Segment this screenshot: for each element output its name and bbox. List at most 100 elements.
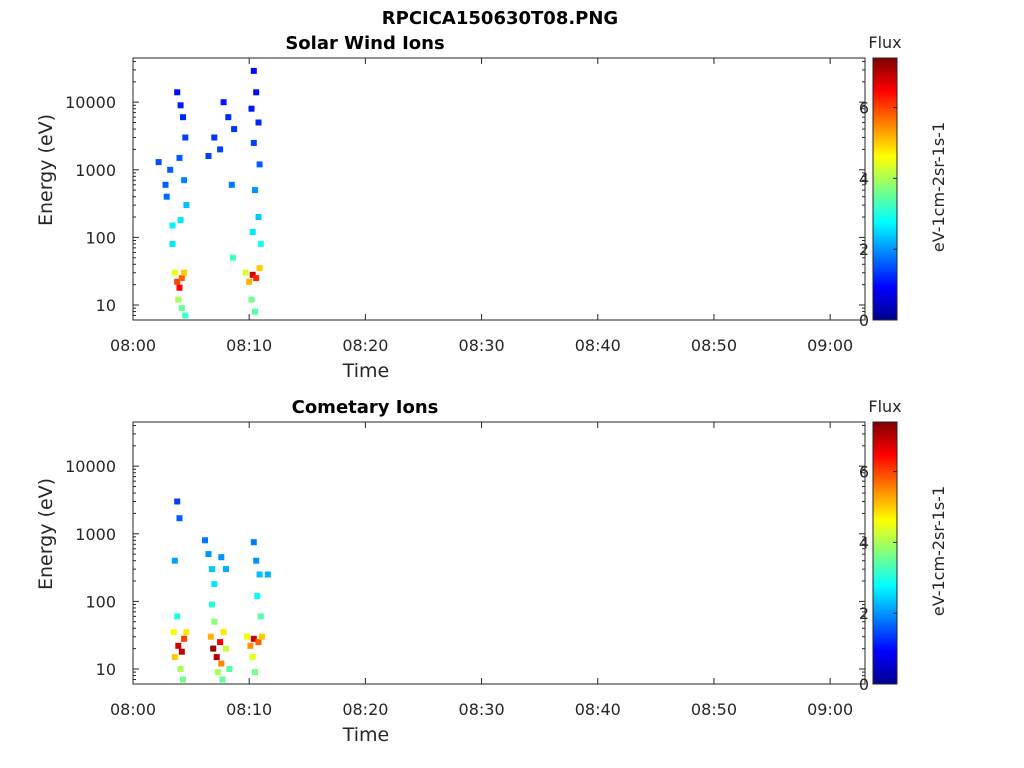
x-tick-label: 08:20 bbox=[342, 336, 388, 355]
data-cell bbox=[155, 159, 162, 166]
data-cell bbox=[174, 89, 181, 96]
data-cell bbox=[209, 601, 215, 608]
data-cell bbox=[223, 645, 229, 652]
data-cell bbox=[218, 660, 225, 667]
x-tick-label: 08:30 bbox=[459, 700, 505, 719]
data-cell bbox=[226, 666, 233, 672]
data-cell bbox=[205, 153, 212, 159]
colorbar-label: eV-1cm-2sr-1s-1 bbox=[929, 486, 948, 616]
data-cell bbox=[249, 229, 256, 235]
data-cell bbox=[177, 102, 184, 109]
data-cell bbox=[183, 202, 190, 209]
y-axis-title: Energy (eV) bbox=[35, 478, 57, 590]
data-cell bbox=[171, 557, 178, 564]
data-cell bbox=[220, 99, 227, 106]
data-cell bbox=[210, 645, 217, 652]
plot-area bbox=[132, 421, 866, 685]
data-cell bbox=[214, 669, 221, 676]
data-cell bbox=[174, 278, 181, 285]
data-cells bbox=[155, 67, 264, 319]
colorbar-tick-label: 0 bbox=[859, 311, 869, 330]
x-tick-label: 08:40 bbox=[575, 336, 621, 355]
data-cell bbox=[178, 275, 185, 282]
colorbar-tick-label: 6 bbox=[859, 463, 869, 482]
data-cell bbox=[255, 214, 262, 220]
x-tick-label: 08:10 bbox=[226, 336, 272, 355]
x-tick-label: 08:40 bbox=[575, 700, 621, 719]
colorbar-label: eV-1cm-2sr-1s-1 bbox=[929, 122, 948, 252]
x-tick-label: 08:50 bbox=[691, 336, 737, 355]
data-cell bbox=[162, 181, 169, 188]
panel-1: Solar Wind Ions 08:00 08:10 08:20 08:30 08:40… bbox=[35, 33, 948, 382]
y-axis-title: Energy (eV) bbox=[35, 114, 57, 226]
data-cell bbox=[248, 105, 255, 112]
data-cell bbox=[170, 629, 177, 636]
data-cell bbox=[178, 648, 185, 655]
x-tick-label: 08:10 bbox=[226, 700, 272, 719]
x-tick-label: 08:20 bbox=[342, 700, 388, 719]
y-tick-label: 10 bbox=[96, 660, 116, 679]
data-cell bbox=[177, 666, 184, 672]
data-cell bbox=[211, 134, 218, 141]
data-cell bbox=[182, 312, 189, 319]
colorbar-title: Flux bbox=[868, 397, 901, 416]
data-cell bbox=[211, 618, 218, 625]
data-cell bbox=[181, 635, 188, 642]
data-cell bbox=[211, 581, 218, 588]
x-tick-label: 09:00 bbox=[807, 336, 853, 355]
colorbar bbox=[872, 57, 898, 321]
data-cell bbox=[180, 114, 186, 121]
data-cell bbox=[182, 134, 189, 141]
data-cells bbox=[170, 498, 271, 683]
data-cell bbox=[252, 308, 258, 315]
panel-title: Cometary Ions bbox=[292, 397, 439, 418]
y-tick-label: 1000 bbox=[75, 161, 116, 180]
data-cell bbox=[219, 676, 226, 683]
data-cell bbox=[205, 551, 212, 558]
data-cell bbox=[176, 154, 183, 161]
data-cell bbox=[250, 635, 257, 642]
data-cell bbox=[213, 654, 220, 661]
data-cell bbox=[253, 275, 260, 282]
x-tick-label: 09:00 bbox=[807, 700, 853, 719]
data-cell bbox=[207, 633, 214, 640]
x-tick-label: 08:00 bbox=[110, 700, 156, 719]
data-cell bbox=[175, 296, 182, 303]
colorbar-tick-label: 4 bbox=[859, 169, 869, 188]
data-cell bbox=[174, 498, 181, 505]
y-tick-label: 10 bbox=[96, 296, 116, 315]
data-cell bbox=[247, 642, 254, 649]
data-cell bbox=[255, 639, 262, 646]
data-cell bbox=[181, 177, 188, 184]
y-tick-label: 100 bbox=[85, 228, 116, 247]
x-tick-label: 08:00 bbox=[110, 336, 156, 355]
data-cell bbox=[249, 271, 256, 278]
y-tick-label: 100 bbox=[85, 592, 116, 611]
data-cell bbox=[250, 67, 257, 74]
colorbar-tick-label: 2 bbox=[859, 604, 869, 623]
panel-title: Solar Wind Ions bbox=[285, 33, 444, 54]
data-cell bbox=[259, 633, 265, 640]
data-cell bbox=[223, 566, 229, 573]
data-cell bbox=[252, 187, 258, 194]
data-cell bbox=[178, 305, 185, 312]
data-cell bbox=[217, 146, 224, 153]
data-cell bbox=[220, 629, 227, 636]
data-cell bbox=[176, 515, 183, 522]
data-cell bbox=[250, 139, 257, 146]
data-cell bbox=[169, 222, 176, 229]
colorbar-tick-label: 6 bbox=[859, 99, 869, 118]
data-cell bbox=[246, 278, 253, 285]
y-tick-label: 10000 bbox=[65, 457, 116, 476]
panel-2: Cometary Ions 08:00 08:10 08:20 08:30 08:40 08… bbox=[35, 397, 948, 746]
data-cell bbox=[176, 284, 183, 291]
data-cell bbox=[181, 269, 188, 276]
data-cell bbox=[257, 613, 264, 620]
data-cell bbox=[163, 193, 170, 200]
y-tick-label: 10000 bbox=[65, 93, 116, 112]
data-cell bbox=[242, 269, 249, 276]
data-cell bbox=[231, 126, 238, 133]
data-cell bbox=[202, 537, 208, 544]
data-cell bbox=[250, 539, 257, 546]
data-cell bbox=[248, 296, 255, 303]
